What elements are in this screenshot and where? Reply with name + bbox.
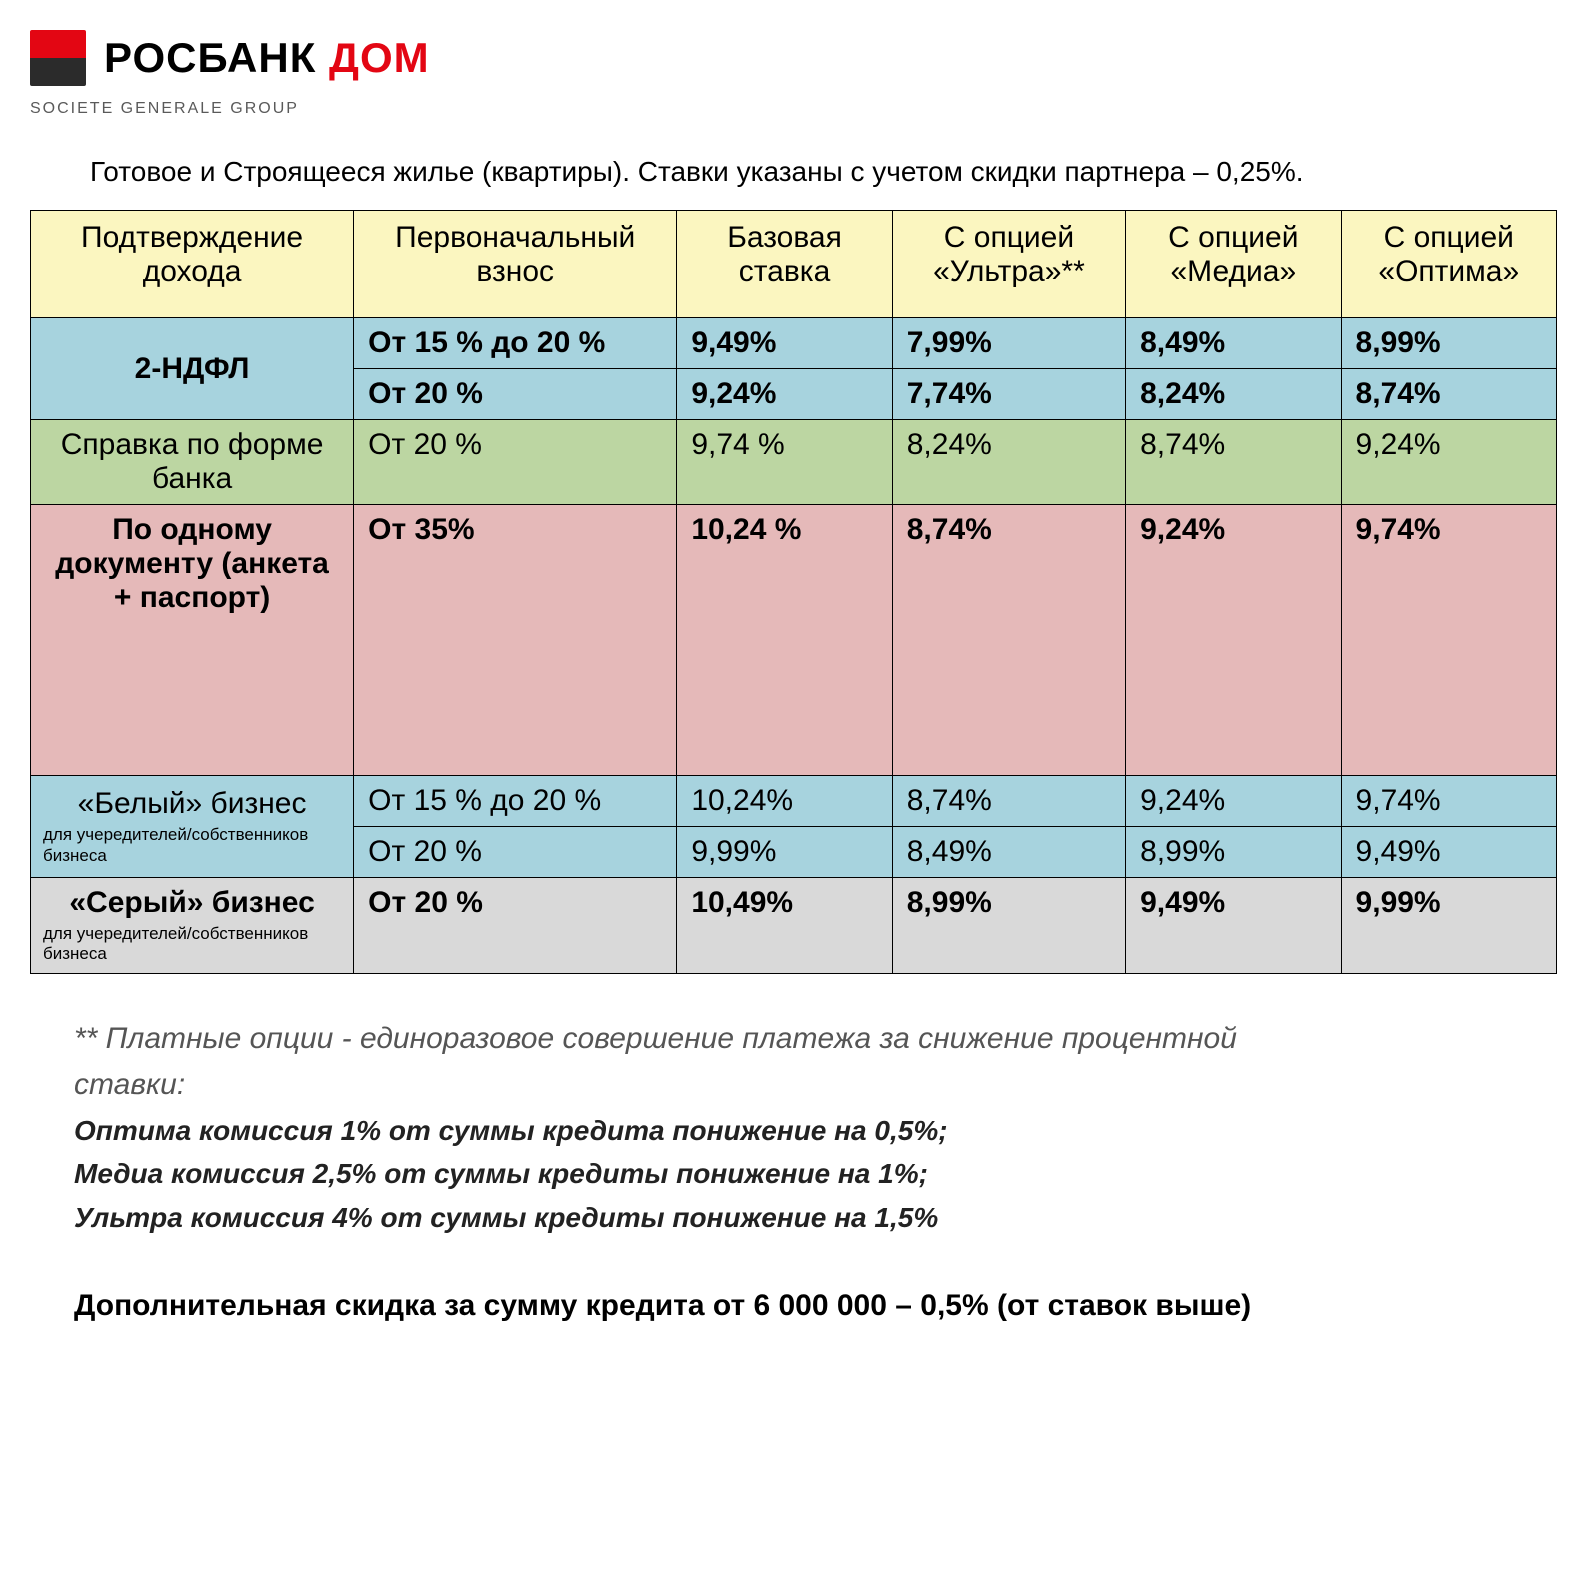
- rate-cell: 9,49%: [1341, 827, 1556, 878]
- table-row: «Серый» бизнесдля учередителей/собственн…: [31, 878, 1557, 974]
- rate-cell: От 15 % до 20 %: [354, 318, 677, 369]
- rate-cell: От 20 %: [354, 420, 677, 505]
- table-row: 2-НДФЛОт 15 % до 20 %9,49%7,99%8,49%8,99…: [31, 318, 1557, 369]
- rate-cell: 9,99%: [677, 827, 892, 878]
- table-row: По одному документу (анкета + паспорт)От…: [31, 505, 1557, 776]
- rate-cell: 9,99%: [1341, 878, 1556, 974]
- rate-cell: 9,49%: [1126, 878, 1341, 974]
- rate-cell: 9,24%: [677, 369, 892, 420]
- brand-title: РОСБАНК ДОМ: [104, 34, 430, 82]
- table-header-row: Подтверждение доходаПервоначальный взнос…: [31, 211, 1557, 318]
- table-body: 2-НДФЛОт 15 % до 20 %9,49%7,99%8,49%8,99…: [31, 318, 1557, 974]
- row-label: Справка по форме банка: [31, 420, 354, 505]
- rate-cell: От 20 %: [354, 878, 677, 974]
- rate-cell: 9,49%: [677, 318, 892, 369]
- brand-subtitle: SOCIETE GENERALE GROUP: [30, 100, 1557, 118]
- rate-cell: 8,24%: [1126, 369, 1341, 420]
- row-label: По одному документу (анкета + паспорт): [31, 505, 354, 776]
- rate-cell: От 20 %: [354, 369, 677, 420]
- table-header-cell: Первоначальный взнос: [354, 211, 677, 318]
- rate-cell: 8,99%: [892, 878, 1125, 974]
- extra-discount: Дополнительная скидка за сумму кредита о…: [74, 1289, 1557, 1323]
- table-header-cell: С опцией «Оптима»: [1341, 211, 1556, 318]
- row-label: 2-НДФЛ: [31, 318, 354, 420]
- rate-cell: 10,49%: [677, 878, 892, 974]
- rate-cell: 9,74%: [1341, 505, 1556, 776]
- footnote-line: Ультра комиссия 4% от суммы кредиты пони…: [74, 1196, 1334, 1239]
- rates-table: Подтверждение доходаПервоначальный взнос…: [30, 210, 1557, 974]
- footnote-line: Медиа комиссия 2,5% от суммы кредиты пон…: [74, 1152, 1334, 1195]
- rate-cell: От 20 %: [354, 827, 677, 878]
- table-header-cell: С опцией «Медиа»: [1126, 211, 1341, 318]
- rate-cell: 9,24%: [1126, 505, 1341, 776]
- rate-cell: 7,74%: [892, 369, 1125, 420]
- table-row: Справка по форме банкаОт 20 %9,74 %8,24%…: [31, 420, 1557, 505]
- rate-cell: 9,24%: [1126, 776, 1341, 827]
- intro-text: Готовое и Строящееся жилье (квартиры). С…: [90, 156, 1557, 188]
- rate-cell: 8,99%: [1126, 827, 1341, 878]
- rate-cell: 8,24%: [892, 420, 1125, 505]
- brand-header: РОСБАНК ДОМ: [30, 30, 1557, 86]
- rate-cell: 8,74%: [1341, 369, 1556, 420]
- rate-cell: 10,24%: [677, 776, 892, 827]
- rate-cell: 8,74%: [1126, 420, 1341, 505]
- rate-cell: От 15 % до 20 %: [354, 776, 677, 827]
- rate-cell: 9,24%: [1341, 420, 1556, 505]
- table-header-cell: Базовая ставка: [677, 211, 892, 318]
- rate-cell: 8,74%: [892, 505, 1125, 776]
- rate-cell: От 35%: [354, 505, 677, 776]
- rate-cell: 8,99%: [1341, 318, 1556, 369]
- rate-cell: 8,49%: [1126, 318, 1341, 369]
- rate-cell: 7,99%: [892, 318, 1125, 369]
- table-row: «Белый» бизнесдля учередителей/собственн…: [31, 776, 1557, 827]
- rate-cell: 8,74%: [892, 776, 1125, 827]
- footnote-line: Оптима комиссия 1% от суммы кредита пони…: [74, 1109, 1334, 1152]
- rate-cell: 10,24 %: [677, 505, 892, 776]
- logo-icon: [30, 30, 86, 86]
- table-header-cell: Подтверждение дохода: [31, 211, 354, 318]
- rate-cell: 8,49%: [892, 827, 1125, 878]
- footnote-lead: ** Платные опции - единоразовое совершен…: [74, 1016, 1334, 1109]
- brand-accent: ДОМ: [329, 34, 430, 81]
- row-label: «Серый» бизнесдля учередителей/собственн…: [31, 878, 354, 974]
- brand-main: РОСБАНК: [104, 34, 316, 81]
- table-header-cell: С опцией «Ультра»**: [892, 211, 1125, 318]
- rate-cell: 9,74 %: [677, 420, 892, 505]
- row-label: «Белый» бизнесдля учередителей/собственн…: [31, 776, 354, 878]
- rate-cell: 9,74%: [1341, 776, 1556, 827]
- footnotes: ** Платные опции - единоразовое совершен…: [74, 1016, 1334, 1239]
